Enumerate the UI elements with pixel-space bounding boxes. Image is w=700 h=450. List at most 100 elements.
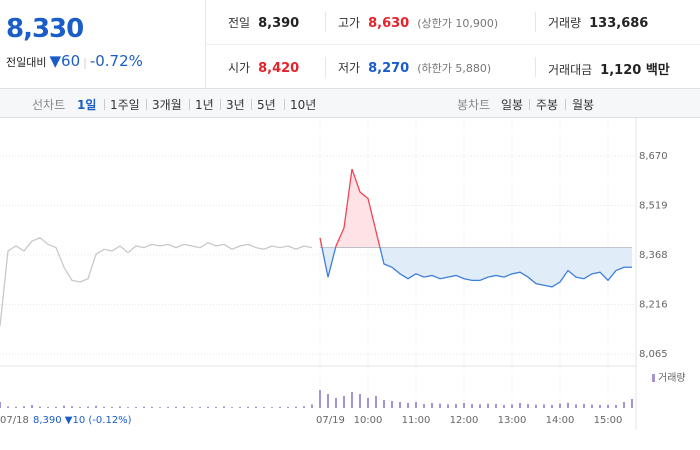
- tab[interactable]: 1일: [77, 98, 97, 112]
- volume-bar: [31, 405, 33, 408]
- separator: [284, 99, 285, 110]
- volume-bar: [0, 402, 1, 408]
- separator: [104, 99, 105, 110]
- stat: 거래량 133,686: [548, 14, 648, 31]
- volume-bar: [495, 404, 497, 408]
- volume-bar: [55, 406, 57, 408]
- stat-note: (상한가 10,900): [417, 17, 499, 30]
- volume-bar: [319, 390, 321, 408]
- stat-value: 1,120 백만: [600, 63, 670, 78]
- tab[interactable]: 3개월: [152, 98, 182, 112]
- volume-bar: [327, 394, 329, 408]
- volume-bar: [535, 404, 537, 408]
- y-tick-label: 8,216: [639, 300, 668, 311]
- stat-label: 시가: [228, 61, 251, 75]
- volume-bar: [63, 405, 65, 408]
- volume-bar: [583, 404, 585, 408]
- stat-value: 8,270: [368, 61, 410, 76]
- tab-group-label: 선차트: [32, 98, 66, 112]
- tab[interactable]: 월봉: [572, 98, 595, 112]
- volume-bar: [623, 402, 625, 408]
- volume-bar: [287, 407, 289, 408]
- stat-label: 저가: [338, 61, 361, 75]
- legend-swatch: [652, 374, 655, 382]
- volume-bar: [543, 404, 545, 408]
- stat-value: 8,420: [258, 61, 300, 76]
- volume-bar: [71, 406, 73, 408]
- volume-bar: [263, 407, 265, 408]
- volume-bar: [127, 407, 129, 408]
- stat-label: 거래대금: [548, 63, 593, 77]
- volume-bar: [39, 406, 41, 408]
- stat: 시가 8,420: [228, 59, 299, 76]
- tab[interactable]: 1주일: [110, 98, 140, 112]
- volume-bar: [23, 406, 25, 408]
- volume-bar: [391, 401, 393, 408]
- volume-bar: [7, 406, 9, 408]
- volume-bar: [415, 402, 417, 408]
- separator: [146, 99, 147, 110]
- legend-label: 거래량: [658, 372, 686, 384]
- separator: [529, 99, 530, 110]
- separator: |: [83, 56, 87, 69]
- tab[interactable]: 5년: [257, 98, 276, 112]
- tab[interactable]: 1년: [195, 98, 214, 112]
- volume-bar: [567, 402, 569, 408]
- change-label: 전일대비: [6, 56, 47, 69]
- chart: 8,670 8,519 8,368 8,216 8,065 07/18 07/19 10:00…: [0, 118, 686, 430]
- volume-bar: [215, 407, 217, 408]
- stat-value: 8,630: [368, 16, 410, 31]
- tab[interactable]: 10년: [290, 98, 317, 112]
- x-tick-label: 07/19: [316, 415, 345, 426]
- volume-bar: [191, 407, 193, 408]
- volume-bar: [503, 405, 505, 408]
- x-tick-label: 10:00: [354, 415, 383, 426]
- line-up: [319, 168, 381, 248]
- volume-bar: [359, 394, 361, 408]
- tab[interactable]: 주봉: [536, 98, 559, 112]
- divider: [325, 12, 326, 32]
- stat: 저가 8,270 (하한가 5,880): [338, 59, 491, 76]
- x-tick-label: 14:00: [546, 415, 575, 426]
- volume-bar: [167, 407, 169, 408]
- volume-bar: [447, 404, 449, 408]
- volume-bar: [95, 405, 97, 408]
- x-tick-label: 12:00: [450, 415, 479, 426]
- volume-bar: [631, 399, 633, 408]
- volume-bar: [615, 405, 617, 408]
- volume-bar: [335, 398, 337, 408]
- volume-bar: [135, 407, 137, 408]
- volume-bar: [351, 392, 353, 408]
- line-down: [321, 247, 632, 288]
- volume-bar: [343, 396, 345, 408]
- volume-bar: [383, 400, 385, 408]
- divider: [325, 57, 326, 77]
- change: 전일대비 ▼60 | -0.72%: [6, 52, 143, 70]
- volume-bar: [255, 406, 257, 408]
- tab[interactable]: 일봉: [501, 98, 524, 112]
- y-tick-label: 8,670: [639, 151, 668, 162]
- separator: [565, 99, 566, 110]
- volume-bar: [431, 403, 433, 408]
- divider: [535, 57, 536, 77]
- volume-bar: [119, 406, 121, 408]
- volume-bar: [463, 403, 465, 408]
- volume-bar: [591, 404, 593, 408]
- volume-bar: [15, 406, 17, 408]
- stat: 고가 8,630 (상한가 10,900): [338, 14, 498, 31]
- price: 8,330: [6, 14, 84, 44]
- volume-bar: [551, 405, 553, 408]
- volume-bar: [575, 404, 577, 408]
- x-tick-label: 13:00: [498, 415, 527, 426]
- y-tick-label: 8,065: [639, 349, 668, 360]
- separator: [251, 99, 252, 110]
- volume-bar: [103, 406, 105, 408]
- stat-note: (하한가 5,880): [417, 62, 492, 75]
- volume-bar: [471, 404, 473, 408]
- volume-bar: [271, 407, 273, 408]
- volume-bar: [519, 403, 521, 408]
- volume-bar: [423, 404, 425, 408]
- tab[interactable]: 3년: [226, 98, 245, 112]
- volume-bar: [479, 404, 481, 408]
